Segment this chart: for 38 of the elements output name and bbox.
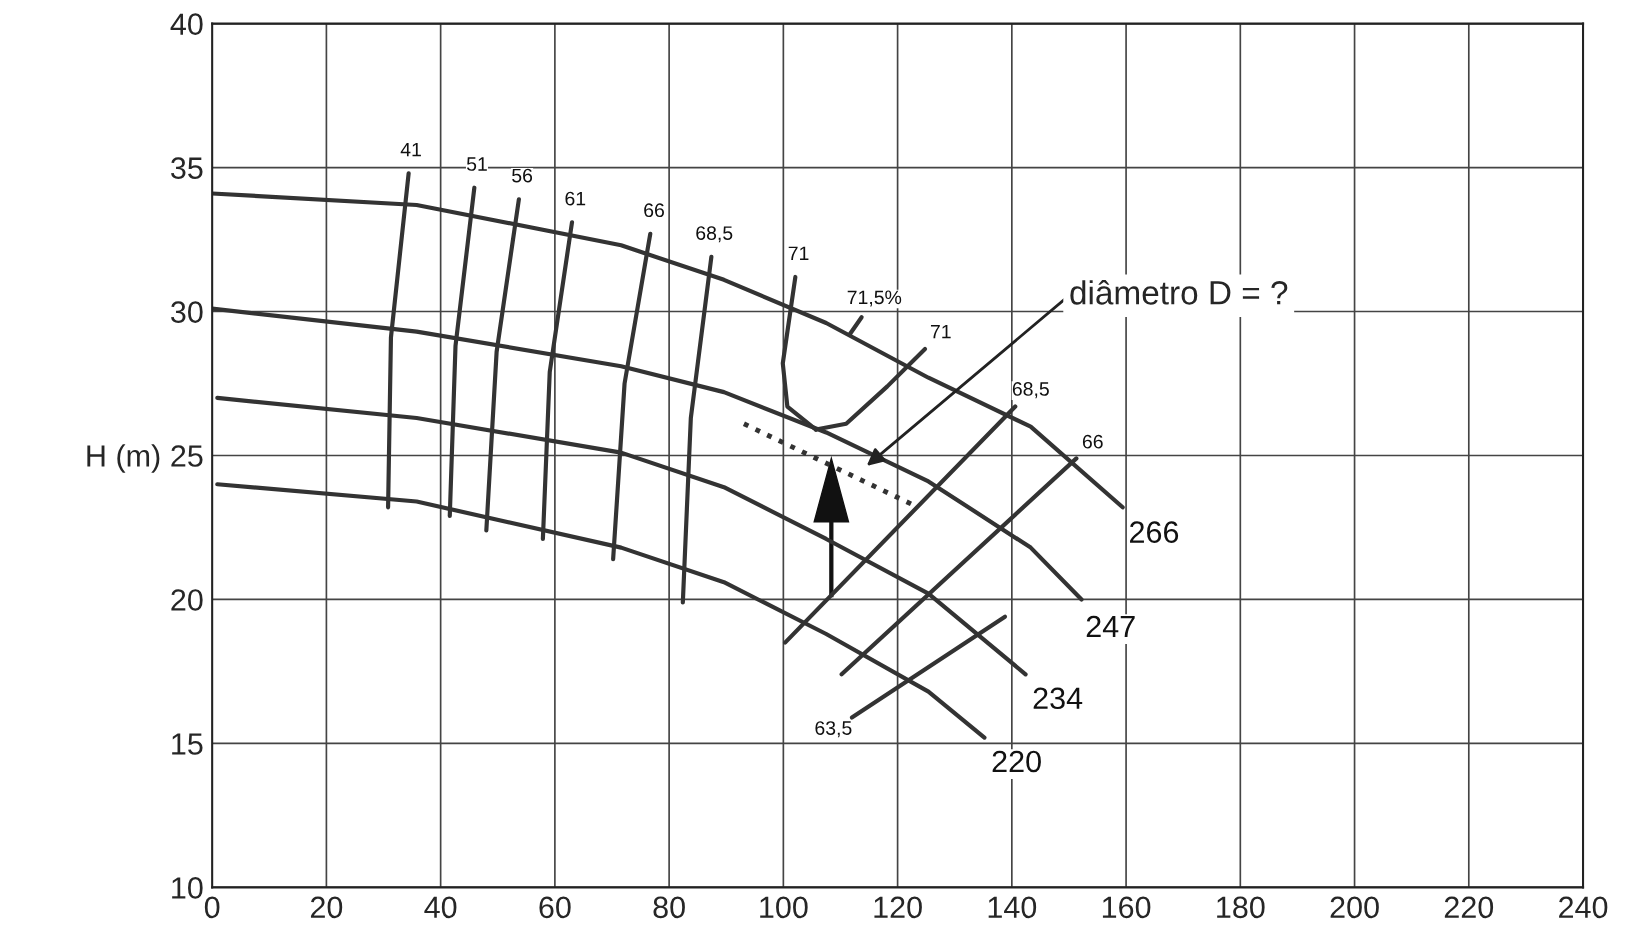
y-tick-label: 30 bbox=[171, 301, 203, 323]
series-label: 247 bbox=[1086, 615, 1135, 638]
x-tick-label: 220 bbox=[1444, 896, 1494, 919]
series-label: 68,5 bbox=[696, 226, 733, 243]
series-label: 41 bbox=[400, 142, 421, 157]
series-label: 266 bbox=[1130, 521, 1179, 543]
x-tick-label: 140 bbox=[988, 896, 1037, 919]
x-tick-label: 60 bbox=[539, 896, 571, 919]
x-tick-label: 40 bbox=[424, 896, 457, 919]
y-tick-label: 10 bbox=[172, 877, 203, 899]
x-tick-label: 100 bbox=[760, 896, 808, 919]
x-tick-label: 160 bbox=[1102, 896, 1151, 919]
x-tick-label: 180 bbox=[1217, 896, 1265, 919]
series-label: 61 bbox=[565, 191, 586, 206]
y-tick-label: 35 bbox=[171, 157, 203, 179]
series-label: 71 bbox=[788, 246, 809, 261]
x-tick-label: 200 bbox=[1330, 896, 1379, 919]
annotation: diâmetro D = ? bbox=[1070, 280, 1288, 305]
series-label: 71 bbox=[930, 324, 951, 339]
series-label: 66 bbox=[1082, 434, 1103, 449]
y-tick-label: 20 bbox=[171, 589, 203, 611]
series-label: 68,5 bbox=[1012, 382, 1049, 399]
series-label: 66 bbox=[644, 203, 664, 218]
y-tick-label: 40 bbox=[170, 13, 203, 35]
series-label: 63,5 bbox=[815, 721, 852, 738]
x-tick-label: 20 bbox=[310, 896, 343, 919]
series-label: 71,5% bbox=[847, 290, 902, 307]
series-label: 51 bbox=[466, 157, 487, 171]
x-tick-label: 80 bbox=[653, 896, 685, 919]
y-tick-label: 15 bbox=[172, 733, 203, 755]
x-tick-label: 120 bbox=[874, 896, 922, 919]
series-label: 56 bbox=[512, 168, 533, 183]
y-tick-label: 25 bbox=[171, 445, 203, 467]
x-tick-label: 0 bbox=[204, 896, 220, 919]
series-label: 234 bbox=[1033, 687, 1083, 710]
y-axis-title: H (m) bbox=[87, 444, 160, 473]
x-tick-label: 240 bbox=[1559, 896, 1608, 919]
series-label: 220 bbox=[992, 750, 1041, 773]
